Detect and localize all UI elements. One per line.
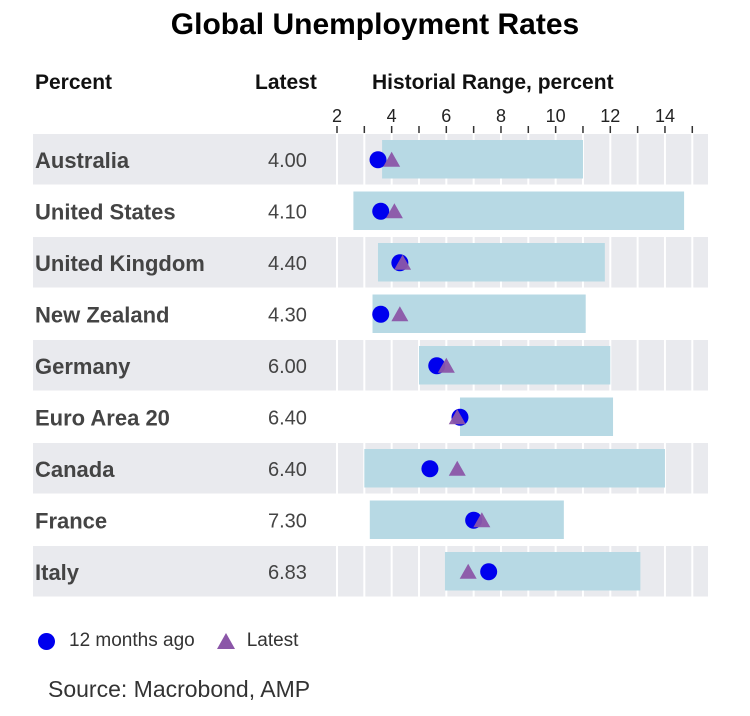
- legend-triangle-icon: [216, 633, 235, 649]
- x-tick-label: 12: [600, 106, 620, 126]
- marker-12-months-ago: [421, 460, 439, 478]
- x-tick-label: 2: [332, 106, 342, 126]
- row-label-country: Italy: [35, 560, 80, 585]
- row-latest-value: 7.30: [268, 510, 307, 532]
- x-tick-label: 4: [387, 106, 397, 126]
- chart-title: Global Unemployment Rates: [170, 8, 580, 41]
- x-tick-label: 8: [496, 106, 506, 126]
- row-label-country: Canada: [35, 457, 115, 482]
- marker-latest: [448, 409, 466, 425]
- row-latest-value: 6.40: [268, 407, 307, 429]
- marker-latest: [437, 357, 455, 373]
- x-tick-label: 10: [546, 106, 566, 126]
- row-label-country: France: [35, 508, 107, 533]
- x-tick-label: 14: [655, 106, 675, 126]
- marker-latest: [383, 151, 401, 167]
- x-tick-label: 6: [441, 106, 451, 126]
- row-label-country: New Zealand: [35, 302, 169, 327]
- marker-latest: [473, 512, 491, 528]
- range-bar: [353, 191, 685, 230]
- row-latest-value: 6.83: [268, 562, 307, 584]
- marker-12-months-ago: [372, 202, 390, 220]
- header-range: Historial Range, percent: [372, 71, 614, 94]
- marker-12-months-ago: [372, 305, 390, 323]
- row-label-country: Euro Area 20: [35, 405, 170, 430]
- row-label-country: Germany: [35, 354, 131, 379]
- marker-latest: [394, 254, 412, 270]
- row-latest-value: 6.00: [268, 356, 307, 378]
- range-bar: [418, 346, 611, 385]
- legend-label-latest: Latest: [246, 630, 299, 651]
- row-latest-value: 4.30: [268, 304, 307, 326]
- row-label-country: United States: [35, 199, 176, 224]
- row-latest-value: 4.40: [268, 253, 307, 275]
- row-label-country: Australia: [35, 148, 130, 173]
- range-bar: [364, 449, 665, 488]
- marker-latest: [459, 563, 477, 579]
- legend-label-ago: 12 months ago: [69, 630, 195, 651]
- range-bar: [444, 552, 641, 591]
- marker-latest: [448, 460, 466, 476]
- row-label-country: United Kingdom: [35, 251, 205, 276]
- source-note: Source: Macrobond, AMP: [48, 676, 311, 702]
- header-latest: Latest: [255, 71, 317, 94]
- row-latest-value: 4.00: [268, 150, 307, 172]
- range-bar: [459, 397, 614, 436]
- range-bar: [372, 294, 586, 333]
- range-bar: [382, 140, 583, 179]
- legend: 12 months ago Latest: [38, 630, 298, 652]
- row-latest-value: 6.40: [268, 459, 307, 481]
- header-percent: Percent: [35, 71, 113, 94]
- marker-12-months-ago: [480, 563, 498, 581]
- marker-latest: [385, 203, 403, 219]
- legend-circle-icon: [38, 632, 55, 650]
- row-latest-value: 4.10: [268, 201, 307, 223]
- range-bar: [377, 243, 605, 282]
- marker-12-months-ago: [369, 151, 387, 169]
- marker-latest: [391, 306, 409, 322]
